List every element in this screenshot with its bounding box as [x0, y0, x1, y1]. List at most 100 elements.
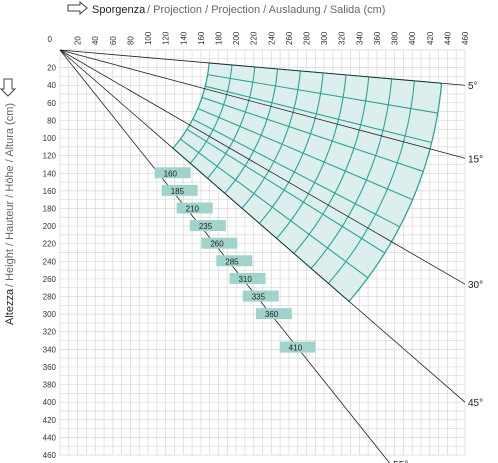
x-tick-label: 380 [391, 31, 400, 45]
arm-length-label: 285 [225, 257, 239, 266]
x-tick-label: 40 [91, 36, 100, 45]
arm-length-badge [229, 272, 266, 284]
y-tick-label: 440 [43, 433, 57, 442]
x-tick-label: 280 [303, 31, 312, 45]
down-arrow-icon [0, 78, 17, 97]
coverage-region [172, 62, 443, 303]
y-tick-label: 220 [43, 240, 57, 249]
inclination-ray [59, 49, 466, 159]
right-arrow-icon [67, 0, 88, 16]
y-axis-title: Altezza / Height / Hauteur / Höhe / Altu… [0, 78, 17, 325]
arm-length-badge [279, 341, 316, 353]
arm-radial [192, 118, 400, 228]
y-tick-label: 380 [43, 381, 57, 390]
arm-radial [197, 107, 413, 201]
x-tick-label: 240 [267, 31, 276, 45]
arm-arcs [172, 62, 443, 302]
arm-length-badge [216, 255, 253, 267]
arm-length-badge [189, 220, 226, 232]
arm-radial [205, 85, 432, 144]
y-tick-label: 340 [43, 345, 57, 354]
arm-arc [348, 83, 443, 302]
arm-length-badge [255, 308, 292, 320]
arm-radial [186, 128, 386, 254]
arm-length-label: 210 [186, 204, 200, 213]
ray-angle-label: 55° [393, 460, 408, 463]
y-tick-label: 20 [47, 64, 56, 73]
y-tick-label: 80 [47, 116, 56, 125]
y-tick-label: 320 [43, 328, 57, 337]
inclination-ray [59, 49, 466, 285]
x-tick-label: 100 [144, 31, 153, 45]
y-tick-label: 60 [47, 99, 56, 108]
x-tick-label: 120 [162, 31, 171, 45]
arm-length-label: 185 [171, 187, 185, 196]
y-tick-label: 400 [43, 398, 57, 407]
arm-length-label: 235 [199, 222, 213, 231]
origin-tick-label: 0 [48, 35, 53, 44]
arm-length-label: 260 [210, 240, 224, 249]
x-tick-label: 220 [250, 31, 259, 45]
y-tick-label: 420 [43, 416, 57, 425]
arm-length-label: 410 [289, 344, 303, 353]
x-tick-label: 80 [126, 36, 135, 45]
y-tick-label: 280 [43, 293, 57, 302]
x-tick-label: 320 [338, 31, 347, 45]
ray-angle-label: 30° [468, 280, 483, 291]
arm-length-label: 160 [164, 169, 178, 178]
x-tick-labels: 20 40 60 80 100 120 140 160 180 200 220 240 260 280 30… [48, 31, 470, 45]
y-tick-label: 240 [43, 257, 57, 266]
coverage-area [172, 62, 443, 303]
arm-length-badge [161, 184, 198, 196]
arm-length-badge [201, 237, 238, 249]
x-axis-title-rest: / Projection / Projection / Ausladung / … [147, 4, 385, 16]
y-tick-label: 160 [43, 187, 57, 196]
inclination-ray [59, 49, 466, 86]
x-tick-label: 260 [285, 31, 294, 45]
arm-radial [179, 138, 369, 279]
x-tick-label: 160 [197, 31, 206, 45]
x-tick-label: 340 [355, 31, 364, 45]
y-tick-label: 200 [43, 222, 57, 231]
arm-radial [207, 74, 438, 114]
x-tick-label: 440 [443, 31, 452, 45]
y-tick-label: 180 [43, 204, 57, 213]
arm-radial [201, 96, 424, 172]
x-tick-label: 400 [408, 31, 417, 45]
arm-length-label: 310 [238, 275, 252, 284]
x-tick-label: 300 [320, 31, 329, 45]
inclination-rays: 5° 15° 30° 45° 55° [59, 49, 483, 463]
y-tick-label: 120 [43, 152, 57, 161]
x-tick-label: 420 [426, 31, 435, 45]
x-tick-label: 200 [232, 31, 241, 45]
x-tick-label: 360 [373, 31, 382, 45]
x-tick-label: 180 [214, 31, 223, 45]
arm-length-badge [242, 290, 279, 302]
y-tick-label: 260 [43, 275, 57, 284]
inclination-ray [59, 49, 466, 403]
x-tick-label: 20 [74, 36, 83, 45]
x-tick-label: 460 [461, 31, 470, 45]
y-axis-title-rest: / Height / Hauteur / Höhe / Altura (cm) [4, 103, 16, 287]
x-tick-label: 60 [109, 36, 118, 45]
y-tick-label: 40 [47, 81, 56, 90]
ray-angle-label: 5° [468, 81, 478, 92]
arm-length-badge [154, 167, 191, 179]
arm-length-label: 335 [252, 293, 266, 302]
y-tick-label: 360 [43, 363, 57, 372]
y-tick-label: 140 [43, 169, 57, 178]
y-axis-title-main: Altezza [4, 288, 16, 325]
x-axis-title-main: Sporgenza [92, 4, 146, 16]
y-tick-label: 300 [43, 310, 57, 319]
ray-angle-label: 45° [468, 398, 483, 409]
ray-angle-label: 15° [468, 154, 483, 165]
x-axis-title: Sporgenza / Projection / Projection / Au… [67, 0, 385, 16]
y-tick-label: 100 [43, 134, 57, 143]
arm-length-label: 360 [265, 310, 279, 319]
y-tick-label: 460 [43, 451, 57, 460]
x-tick-label: 140 [179, 31, 188, 45]
y-tick-labels: 20 40 60 80 100 120 140 160 180 200 220 240 260 280 30… [43, 64, 57, 460]
